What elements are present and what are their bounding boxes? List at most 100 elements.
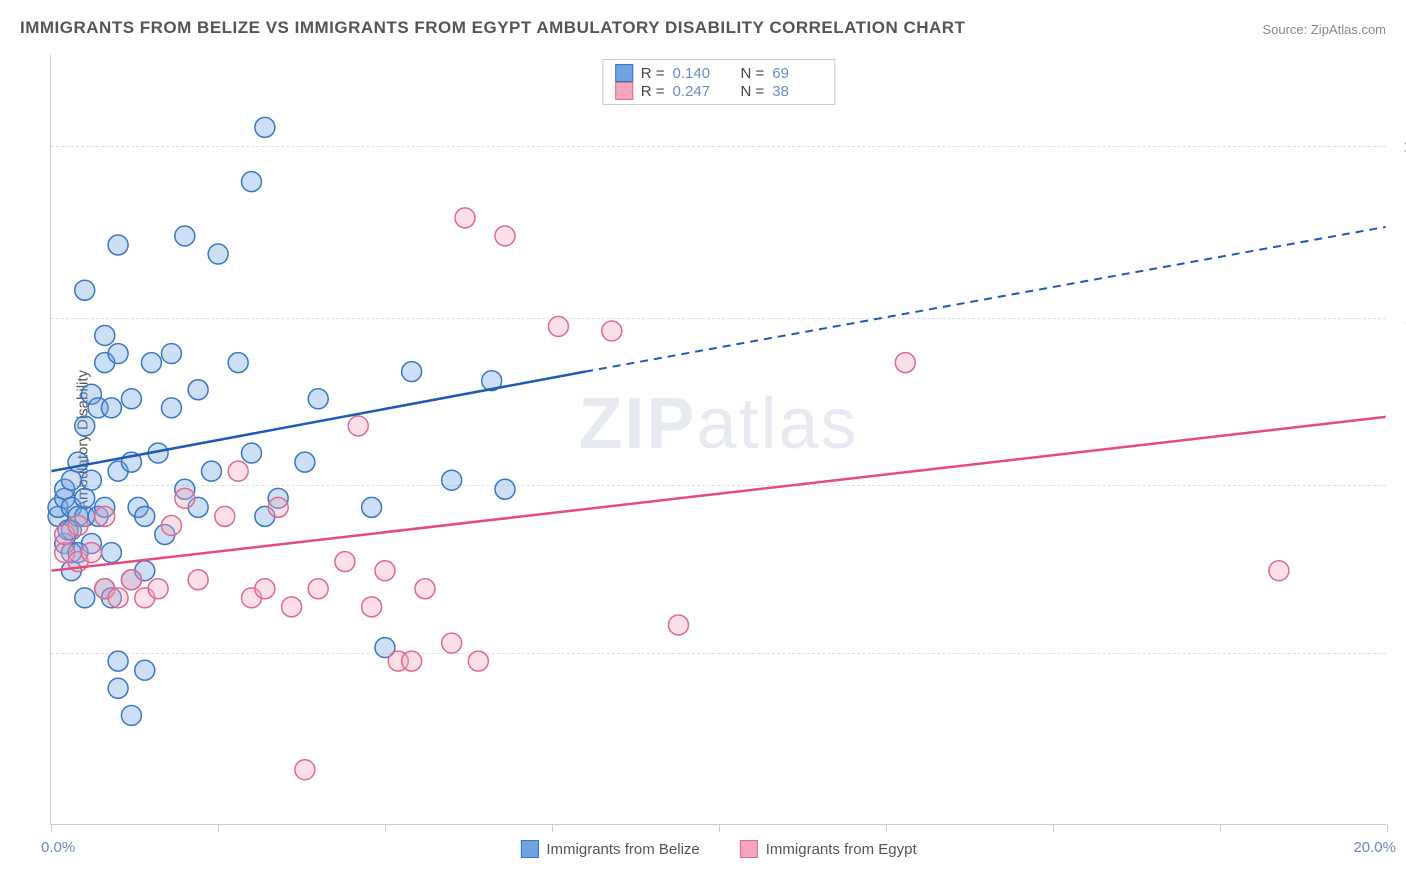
data-point xyxy=(548,316,568,336)
data-point xyxy=(415,579,435,599)
legend-n-value: 69 xyxy=(772,65,822,82)
data-point xyxy=(402,651,422,671)
data-point xyxy=(242,443,262,463)
data-point xyxy=(188,380,208,400)
data-point xyxy=(108,344,128,364)
scatter-svg xyxy=(51,55,1386,824)
data-point xyxy=(668,615,688,635)
data-point xyxy=(121,389,141,409)
data-point xyxy=(308,579,328,599)
data-point xyxy=(308,389,328,409)
data-point xyxy=(375,561,395,581)
data-point xyxy=(68,515,88,535)
data-point xyxy=(215,506,235,526)
data-point xyxy=(101,398,121,418)
x-tick xyxy=(552,824,553,832)
correlation-legend: R = 0.140 N = 69 R = 0.247 N = 38 xyxy=(602,59,836,105)
legend-n-label: N = xyxy=(741,65,765,82)
data-point xyxy=(141,353,161,373)
data-point xyxy=(101,543,121,563)
data-point xyxy=(175,488,195,508)
data-point xyxy=(161,515,181,535)
x-tick xyxy=(385,824,386,832)
data-point xyxy=(228,353,248,373)
data-point xyxy=(242,172,262,192)
data-point xyxy=(442,470,462,490)
legend-r-value: 0.247 xyxy=(673,83,723,100)
data-point xyxy=(108,678,128,698)
legend-item-series-1: Immigrants from Egypt xyxy=(740,840,917,858)
data-point xyxy=(61,470,81,490)
data-point xyxy=(255,579,275,599)
x-tick xyxy=(1053,824,1054,832)
swatch-icon xyxy=(740,840,758,858)
data-point xyxy=(95,506,115,526)
data-point xyxy=(282,597,302,617)
data-point xyxy=(75,588,95,608)
data-point xyxy=(402,362,422,382)
swatch-icon xyxy=(615,82,633,100)
y-tick-label: 15.0% xyxy=(1391,138,1406,155)
data-point xyxy=(108,235,128,255)
data-point xyxy=(895,353,915,373)
data-point xyxy=(468,651,488,671)
x-tick xyxy=(218,824,219,832)
x-tick xyxy=(1387,824,1388,832)
legend-item-series-0: Immigrants from Belize xyxy=(520,840,699,858)
data-point xyxy=(495,226,515,246)
data-point xyxy=(108,588,128,608)
data-point xyxy=(75,416,95,436)
trend-line-extrapolated xyxy=(585,227,1386,372)
legend-r-value: 0.140 xyxy=(673,65,723,82)
data-point xyxy=(75,280,95,300)
legend-n-label: N = xyxy=(741,83,765,100)
data-point xyxy=(442,633,462,653)
chart-title: IMMIGRANTS FROM BELIZE VS IMMIGRANTS FRO… xyxy=(20,18,965,38)
data-point xyxy=(121,570,141,590)
data-point xyxy=(362,597,382,617)
swatch-icon xyxy=(615,64,633,82)
trend-line xyxy=(51,372,585,472)
data-point xyxy=(121,705,141,725)
x-tick xyxy=(719,824,720,832)
data-point xyxy=(295,760,315,780)
data-point xyxy=(161,398,181,418)
data-point xyxy=(255,117,275,137)
data-point xyxy=(188,570,208,590)
data-point xyxy=(348,416,368,436)
x-tick xyxy=(886,824,887,832)
swatch-icon xyxy=(520,840,538,858)
data-point xyxy=(201,461,221,481)
y-tick-label: 7.5% xyxy=(1391,478,1406,495)
x-tick xyxy=(51,824,52,832)
data-point xyxy=(455,208,475,228)
data-point xyxy=(81,470,101,490)
data-point xyxy=(175,226,195,246)
data-point xyxy=(335,552,355,572)
data-point xyxy=(148,579,168,599)
x-axis-min-label: 0.0% xyxy=(41,839,75,856)
plot-area: Ambulatory Disability 3.8%7.5%11.2%15.0%… xyxy=(50,55,1386,825)
x-tick xyxy=(1220,824,1221,832)
x-axis-max-label: 20.0% xyxy=(1353,839,1396,856)
data-point xyxy=(68,452,88,472)
trend-line xyxy=(51,417,1385,571)
legend-r-label: R = xyxy=(641,65,665,82)
data-point xyxy=(208,244,228,264)
legend-row-series-1: R = 0.247 N = 38 xyxy=(615,82,823,100)
data-point xyxy=(602,321,622,341)
source-label: Source: ZipAtlas.com xyxy=(1262,22,1386,37)
data-point xyxy=(295,452,315,472)
data-point xyxy=(108,651,128,671)
data-point xyxy=(135,660,155,680)
data-point xyxy=(135,506,155,526)
legend-r-label: R = xyxy=(641,83,665,100)
legend-series-label: Immigrants from Belize xyxy=(546,841,699,858)
data-point xyxy=(161,344,181,364)
legend-row-series-0: R = 0.140 N = 69 xyxy=(615,64,823,82)
y-tick-label: 11.2% xyxy=(1391,310,1406,327)
series-legend: Immigrants from Belize Immigrants from E… xyxy=(520,840,916,858)
data-point xyxy=(268,497,288,517)
data-point xyxy=(75,488,95,508)
data-point xyxy=(1269,561,1289,581)
